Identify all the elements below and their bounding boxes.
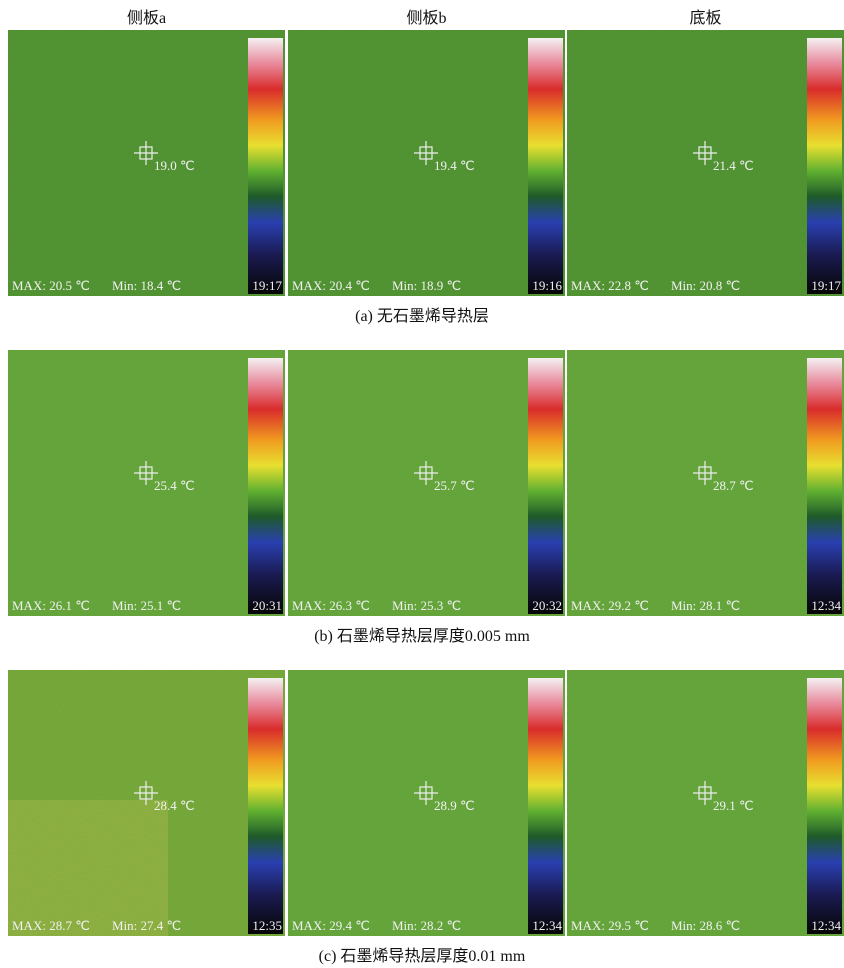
timestamp: 12:34 <box>811 598 841 613</box>
color-bar <box>528 358 563 614</box>
max-temperature: MAX: 26.3 ℃ <box>292 598 370 613</box>
center-temperature: 29.1 ℃ <box>713 798 754 813</box>
min-temperature: Min: 27.4 ℃ <box>112 918 181 933</box>
center-temperature: 28.7 ℃ <box>713 478 754 493</box>
timestamp: 19:16 <box>532 278 562 293</box>
thermal-panel: 21.4 ℃ MAX: 22.8 ℃ Min: 20.8 ℃ 19:17 <box>567 30 844 296</box>
max-temperature: MAX: 29.5 ℃ <box>571 918 649 933</box>
max-temperature: MAX: 26.1 ℃ <box>12 598 90 613</box>
center-temperature: 25.7 ℃ <box>434 478 475 493</box>
page: 侧板a侧板b底板 (a) 无石墨烯导热层 19.0 ℃ MAX: 20.5 ℃ Min:… <box>0 0 844 968</box>
color-bar <box>248 678 283 934</box>
center-temperature: 19.0 ℃ <box>154 158 195 173</box>
thermal-image: 19.0 ℃ MAX: 20.5 ℃ Min: 18.4 ℃ 19:17 <box>8 30 285 296</box>
thermal-image: 21.4 ℃ MAX: 22.8 ℃ Min: 20.8 ℃ 19:17 <box>567 30 844 296</box>
thermal-image: 19.4 ℃ MAX: 20.4 ℃ Min: 18.9 ℃ 19:16 <box>288 30 565 296</box>
color-bar <box>807 38 842 294</box>
timestamp: 12:34 <box>532 918 562 933</box>
thermal-panel: 25.4 ℃ MAX: 26.1 ℃ Min: 25.1 ℃ 20:31 <box>8 350 285 616</box>
color-bar <box>248 38 283 294</box>
row-caption: (b) 石墨烯导热层厚度0.005 mm <box>0 622 844 646</box>
timestamp: 12:35 <box>252 918 282 933</box>
min-temperature: Min: 28.1 ℃ <box>671 598 740 613</box>
thermal-panel: 28.4 ℃ MAX: 28.7 ℃ Min: 27.4 ℃ 12:35 <box>8 670 285 936</box>
column-header: 侧板b <box>288 4 565 28</box>
min-temperature: Min: 18.4 ℃ <box>112 278 181 293</box>
min-temperature: Min: 25.3 ℃ <box>392 598 461 613</box>
thermal-panel: 19.4 ℃ MAX: 20.4 ℃ Min: 18.9 ℃ 19:16 <box>288 30 565 296</box>
timestamp: 20:31 <box>252 598 282 613</box>
max-temperature: MAX: 29.2 ℃ <box>571 598 649 613</box>
row-caption: (a) 无石墨烯导热层 <box>0 302 844 326</box>
thermal-panel: 28.9 ℃ MAX: 29.4 ℃ Min: 28.2 ℃ 12:34 <box>288 670 565 936</box>
thermal-panel: 29.1 ℃ MAX: 29.5 ℃ Min: 28.6 ℃ 12:34 <box>567 670 844 936</box>
timestamp: 19:17 <box>811 278 841 293</box>
thermal-image: 29.1 ℃ MAX: 29.5 ℃ Min: 28.6 ℃ 12:34 <box>567 670 844 936</box>
max-temperature: MAX: 20.4 ℃ <box>292 278 370 293</box>
max-temperature: MAX: 29.4 ℃ <box>292 918 370 933</box>
thermal-image: 28.9 ℃ MAX: 29.4 ℃ Min: 28.2 ℃ 12:34 <box>288 670 565 936</box>
timestamp: 20:32 <box>532 598 562 613</box>
center-temperature: 28.9 ℃ <box>434 798 475 813</box>
min-temperature: Min: 20.8 ℃ <box>671 278 740 293</box>
color-bar <box>528 678 563 934</box>
thermal-panel: 19.0 ℃ MAX: 20.5 ℃ Min: 18.4 ℃ 19:17 <box>8 30 285 296</box>
center-temperature: 28.4 ℃ <box>154 798 195 813</box>
min-temperature: Min: 18.9 ℃ <box>392 278 461 293</box>
color-bar <box>807 678 842 934</box>
min-temperature: Min: 28.6 ℃ <box>671 918 740 933</box>
thermal-image: 25.4 ℃ MAX: 26.1 ℃ Min: 25.1 ℃ 20:31 <box>8 350 285 616</box>
thermal-image: 28.4 ℃ MAX: 28.7 ℃ Min: 27.4 ℃ 12:35 <box>8 670 285 936</box>
min-temperature: Min: 28.2 ℃ <box>392 918 461 933</box>
column-header: 底板 <box>567 4 844 28</box>
timestamp: 12:34 <box>811 918 841 933</box>
max-temperature: MAX: 22.8 ℃ <box>571 278 649 293</box>
color-bar <box>248 358 283 614</box>
timestamp: 19:17 <box>252 278 282 293</box>
center-temperature: 25.4 ℃ <box>154 478 195 493</box>
thermal-image: 25.7 ℃ MAX: 26.3 ℃ Min: 25.3 ℃ 20:32 <box>288 350 565 616</box>
max-temperature: MAX: 28.7 ℃ <box>12 918 90 933</box>
max-temperature: MAX: 20.5 ℃ <box>12 278 90 293</box>
column-header: 侧板a <box>8 4 285 28</box>
color-bar <box>807 358 842 614</box>
row-caption: (c) 石墨烯导热层厚度0.01 mm <box>0 942 844 966</box>
thermal-panel: 28.7 ℃ MAX: 29.2 ℃ Min: 28.1 ℃ 12:34 <box>567 350 844 616</box>
center-temperature: 19.4 ℃ <box>434 158 475 173</box>
thermal-image: 28.7 ℃ MAX: 29.2 ℃ Min: 28.1 ℃ 12:34 <box>567 350 844 616</box>
thermal-panel: 25.7 ℃ MAX: 26.3 ℃ Min: 25.3 ℃ 20:32 <box>288 350 565 616</box>
color-bar <box>528 38 563 294</box>
min-temperature: Min: 25.1 ℃ <box>112 598 181 613</box>
center-temperature: 21.4 ℃ <box>713 158 754 173</box>
